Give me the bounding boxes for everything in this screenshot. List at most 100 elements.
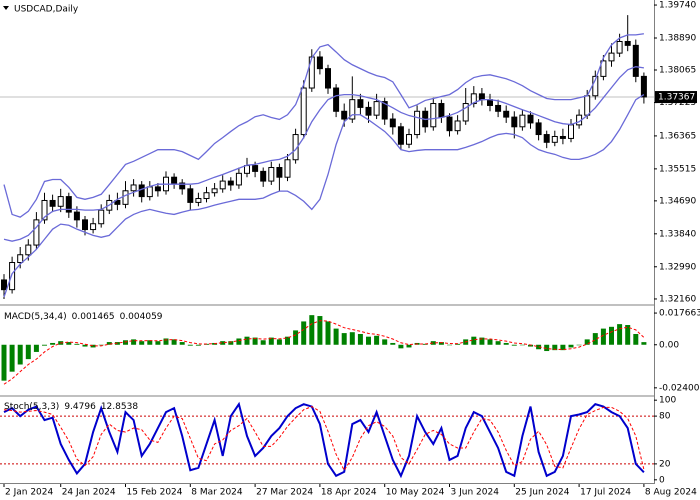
x-tick-label: 15 Feb 2024 bbox=[127, 488, 183, 498]
series-line bbox=[3, 406, 645, 472]
candle-body bbox=[640, 75, 647, 98]
x-tick-label: 18 Apr 2024 bbox=[321, 488, 377, 498]
series-line bbox=[3, 94, 645, 298]
candle-body bbox=[154, 186, 161, 192]
y-tick-label: 0.017663 bbox=[659, 309, 700, 319]
candle-body bbox=[462, 103, 469, 122]
candle-body bbox=[397, 126, 404, 145]
histogram-bar bbox=[406, 344, 412, 348]
indicator-value: 0.001465 bbox=[72, 312, 115, 322]
candle-body bbox=[527, 114, 534, 124]
candle-body bbox=[244, 165, 250, 174]
candle-body bbox=[82, 219, 88, 231]
y-tick-label: 1.36365 bbox=[659, 131, 696, 141]
x-tick-label: 8 Aug 2024 bbox=[645, 488, 697, 498]
candle-body bbox=[9, 262, 16, 291]
histogram-bar bbox=[33, 344, 39, 352]
candle-body bbox=[98, 209, 105, 225]
histogram-bar bbox=[276, 339, 282, 345]
candle-body bbox=[624, 40, 631, 46]
candle-body bbox=[122, 190, 129, 205]
histogram-bar bbox=[25, 344, 31, 360]
candle-body bbox=[349, 99, 356, 120]
y-tick-label: 1.38065 bbox=[659, 65, 696, 75]
last-price-box bbox=[655, 91, 697, 104]
histogram-bar bbox=[366, 336, 371, 345]
y-tick-label: 1.38890 bbox=[659, 34, 696, 44]
candle-body bbox=[179, 182, 186, 190]
candle-body bbox=[57, 196, 64, 207]
histogram-bar bbox=[309, 315, 315, 345]
candle-body bbox=[478, 93, 485, 101]
y-tick-label: 1.32990 bbox=[659, 262, 696, 272]
y-tick-label: 1.35515 bbox=[659, 164, 696, 174]
histogram-bar bbox=[479, 337, 485, 345]
candle-body bbox=[414, 110, 421, 136]
candle-body bbox=[568, 124, 574, 139]
histogram-bar bbox=[349, 332, 355, 345]
candle-body bbox=[1, 279, 7, 291]
y-tick-label: 1.32160 bbox=[659, 294, 696, 304]
histogram-bar bbox=[90, 344, 96, 348]
histogram-bar bbox=[390, 342, 396, 345]
y-tick-label: 0 bbox=[659, 475, 665, 485]
candle-body bbox=[543, 134, 550, 143]
indicator-title: Stoch(5,3,3) bbox=[4, 402, 59, 412]
candle-body bbox=[446, 116, 453, 132]
histogram-bar bbox=[179, 342, 185, 345]
histogram-bar bbox=[609, 326, 614, 345]
x-tick-label: 17 Jul 2024 bbox=[580, 488, 631, 498]
candle-body bbox=[146, 186, 153, 198]
histogram-bar bbox=[155, 341, 161, 345]
y-tick-label: 20 bbox=[659, 459, 671, 469]
histogram-bar bbox=[236, 338, 242, 345]
histogram-bar bbox=[503, 342, 509, 345]
histogram-bar bbox=[438, 342, 444, 345]
candle-body bbox=[430, 103, 437, 128]
indicator-value: 12.8538 bbox=[101, 402, 138, 412]
candle-body bbox=[438, 103, 445, 118]
candle-body bbox=[33, 219, 40, 246]
histogram-bar bbox=[187, 344, 193, 346]
candle-body bbox=[130, 184, 137, 192]
indicator-value: 9.4796 bbox=[64, 402, 96, 412]
histogram-bar bbox=[163, 338, 169, 345]
series-line bbox=[3, 66, 644, 242]
candle-body bbox=[389, 118, 396, 128]
candle-body bbox=[365, 106, 372, 116]
candle-body bbox=[608, 52, 615, 62]
histogram-bar bbox=[317, 316, 323, 345]
candle-body bbox=[260, 170, 267, 182]
histogram-bar bbox=[560, 344, 566, 351]
histogram-bar bbox=[66, 342, 72, 345]
x-tick-label: 27 Mar 2024 bbox=[256, 488, 313, 498]
candle-body bbox=[25, 244, 32, 256]
candle-body bbox=[41, 199, 48, 221]
candle-body bbox=[65, 196, 72, 213]
histogram-bar bbox=[528, 344, 533, 347]
histogram-bar bbox=[617, 324, 623, 345]
histogram-bar bbox=[374, 335, 380, 345]
candle-body bbox=[511, 116, 518, 128]
candle-body bbox=[495, 104, 502, 112]
menu-arrow[interactable] bbox=[3, 6, 9, 10]
histogram-bar bbox=[447, 344, 452, 346]
histogram-bar bbox=[131, 339, 137, 345]
histogram-bar bbox=[333, 328, 339, 345]
histogram-bar bbox=[357, 333, 363, 345]
candle-body bbox=[357, 99, 364, 108]
candle-body bbox=[90, 223, 97, 231]
candle-body bbox=[406, 134, 412, 145]
candle-body bbox=[616, 40, 623, 54]
indicator-title: MACD(5,34,4) bbox=[4, 312, 67, 322]
histogram-bar bbox=[455, 343, 461, 345]
histogram-bar bbox=[398, 344, 404, 349]
y-tick-label: 1.39740 bbox=[659, 1, 696, 11]
indicator-value: 0.004059 bbox=[120, 312, 163, 322]
candle-body bbox=[381, 101, 388, 120]
last-price-label: 1.37367 bbox=[658, 93, 695, 103]
candle-body bbox=[17, 254, 24, 264]
histogram-bar bbox=[195, 344, 201, 346]
series-line bbox=[3, 401, 645, 479]
